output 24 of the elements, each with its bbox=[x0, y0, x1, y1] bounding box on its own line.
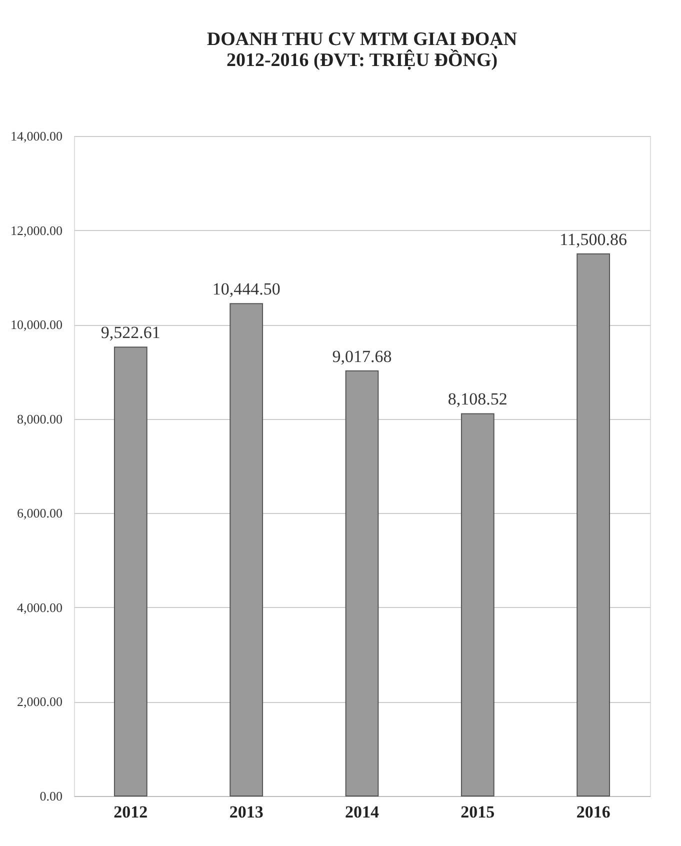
bar bbox=[114, 346, 148, 796]
x-tick-label: 2014 bbox=[345, 802, 380, 822]
y-tick-label: 14,000.00 bbox=[10, 128, 62, 144]
data-label: 9,017.68 bbox=[332, 346, 392, 366]
y-tick-label: 6,000.00 bbox=[17, 506, 62, 521]
y-tick-label: 0.00 bbox=[40, 788, 62, 804]
data-label: 9,522.61 bbox=[100, 323, 160, 342]
x-tick-label: 2016 bbox=[576, 802, 610, 822]
bar bbox=[230, 303, 264, 796]
x-tick-label: 2012 bbox=[114, 802, 148, 822]
data-label: 11,500.86 bbox=[560, 230, 628, 249]
bar bbox=[345, 370, 379, 796]
y-tick-label: 2,000.00 bbox=[17, 694, 62, 710]
y-tick-label: 10,000.00 bbox=[10, 317, 62, 332]
y-tick-label: 4,000.00 bbox=[17, 600, 62, 615]
y-tick-label: 8,000.00 bbox=[17, 411, 62, 426]
x-tick-label: 2015 bbox=[460, 802, 495, 822]
chart-title: DOANH THU CV MTM GIAI ĐOẠN 2012-2016 (ĐVT: TRIỆU ĐỒNG) bbox=[206, 29, 518, 71]
data-label: 8,108.52 bbox=[448, 390, 508, 409]
x-tick-label: 2013 bbox=[229, 802, 264, 822]
bar bbox=[576, 253, 610, 796]
bar bbox=[460, 413, 494, 796]
data-label: 10,444.50 bbox=[212, 280, 280, 299]
y-tick-label: 12,000.00 bbox=[10, 222, 62, 238]
